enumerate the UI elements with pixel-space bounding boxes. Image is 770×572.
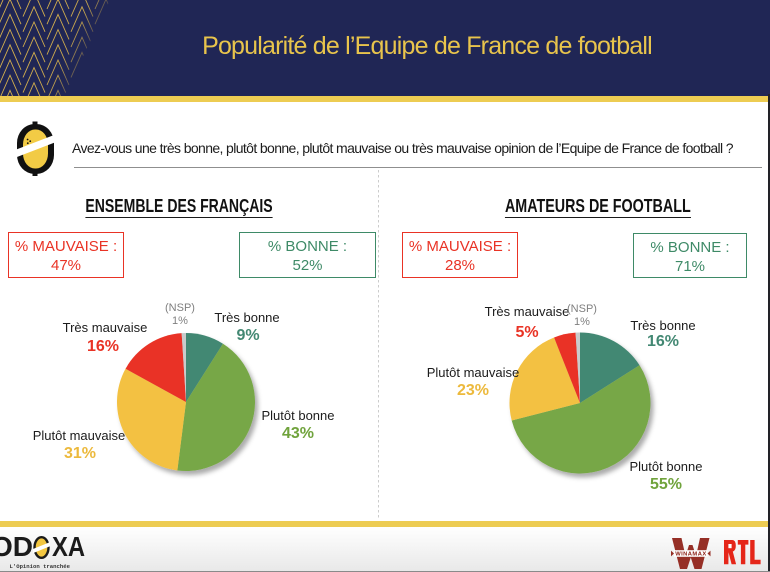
svg-text:WINAMAX: WINAMAX [675,551,706,557]
